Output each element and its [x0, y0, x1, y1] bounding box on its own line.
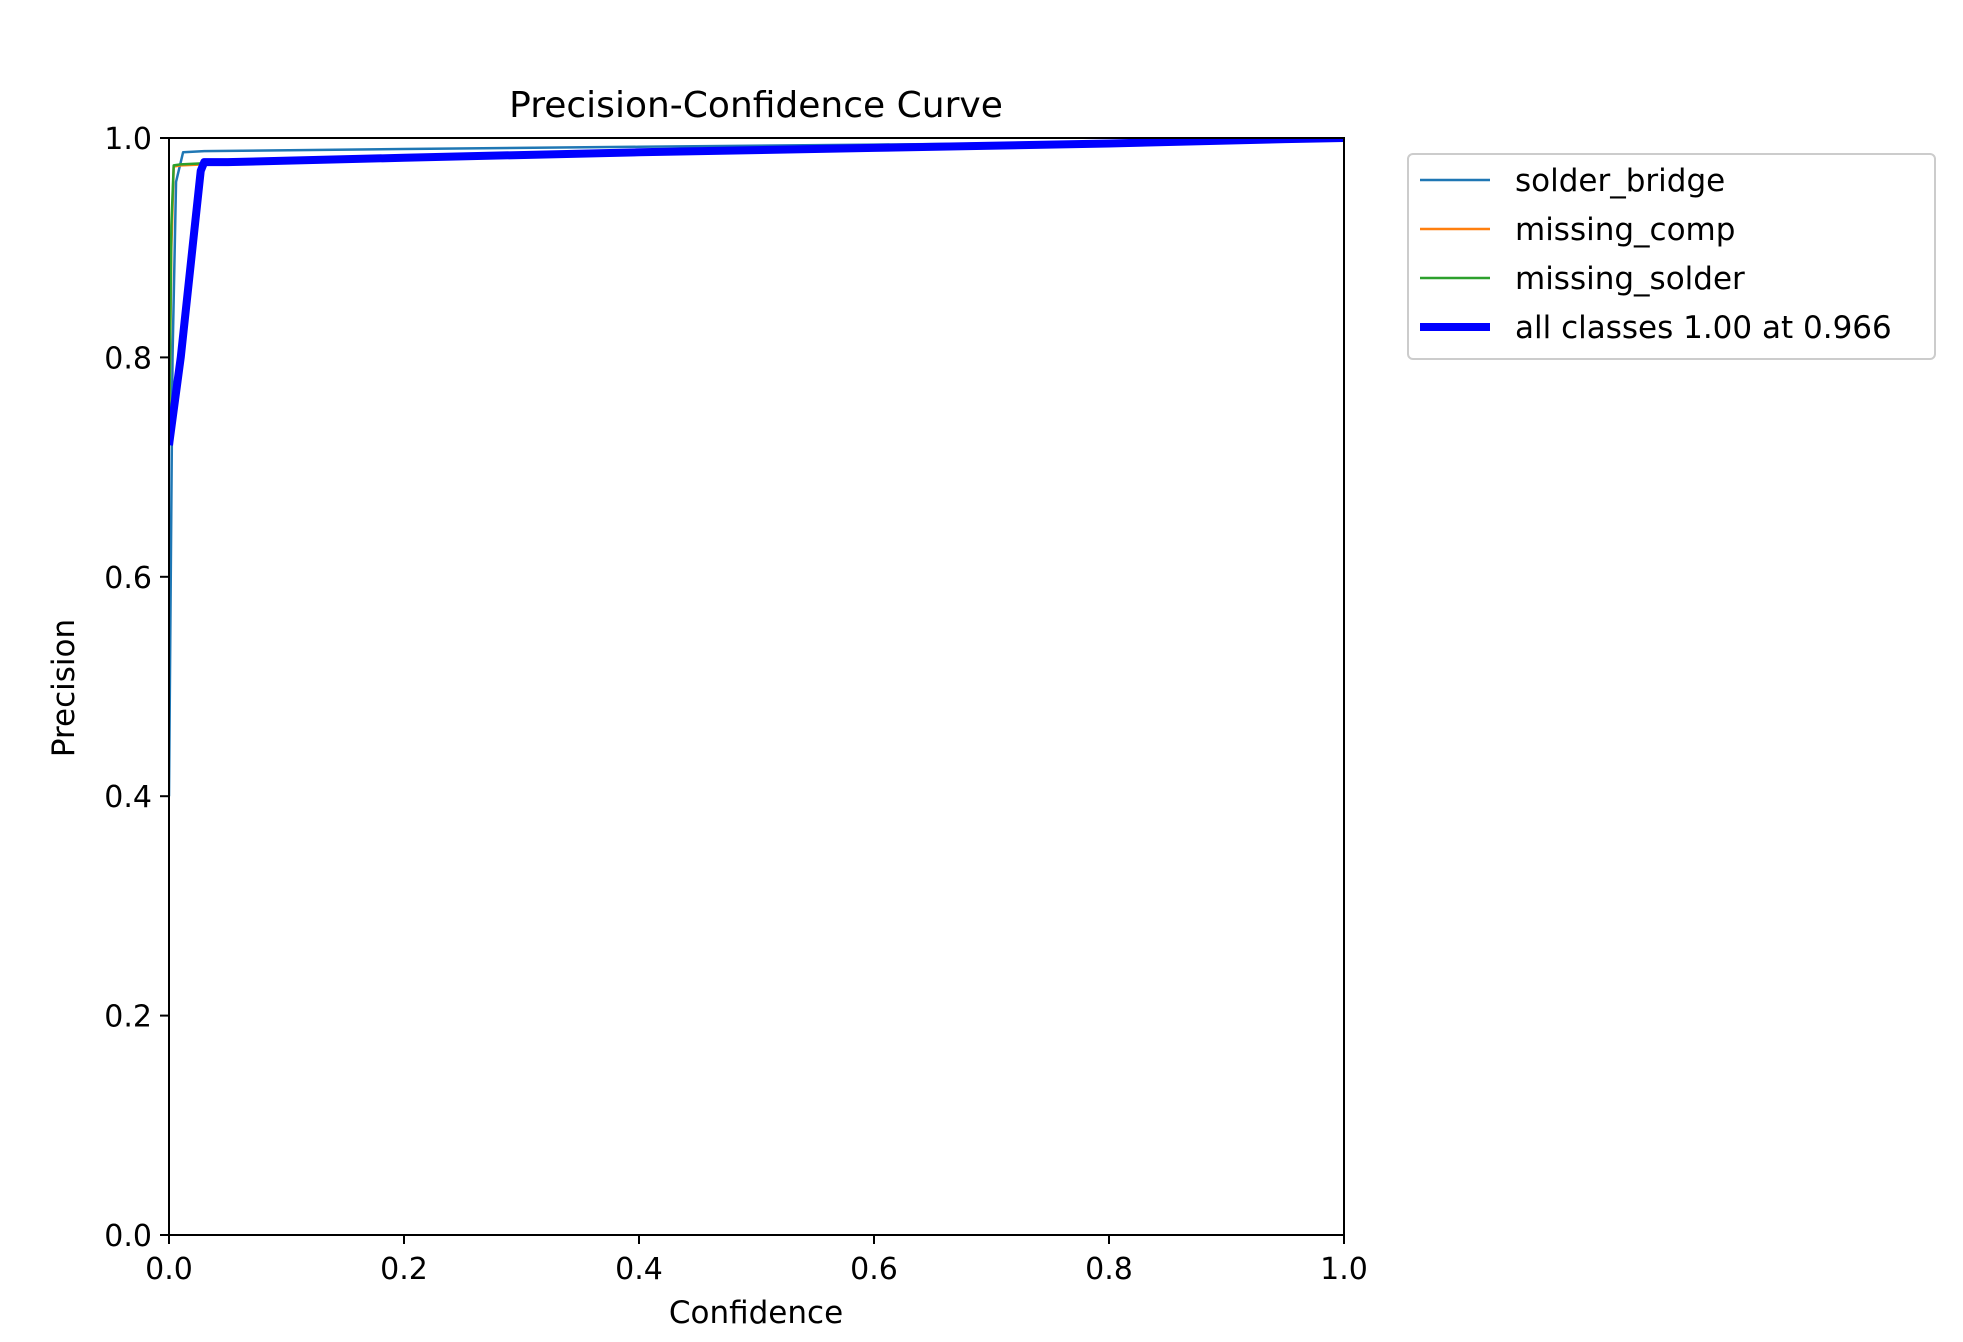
x-tick-label: 0.0: [145, 1252, 193, 1287]
legend-label: solder_bridge: [1515, 163, 1725, 199]
series-layer: [169, 138, 1344, 797]
y-axis: 0.0 0.2 0.4 0.6 0.8 1.0: [104, 122, 169, 1254]
legend-box: [1407, 153, 1936, 360]
x-tick-label: 0.8: [1085, 1252, 1133, 1287]
series-line-all: [169, 138, 1344, 446]
legend-label: all classes 1.00 at 0.966: [1515, 310, 1892, 346]
y-tick-label: 0.2: [104, 1000, 152, 1035]
x-axis: 0.0 0.2 0.4 0.6 0.8 1.0: [145, 1235, 1368, 1287]
y-tick-label: 0.8: [104, 341, 152, 376]
x-tick-label: 1.0: [1320, 1252, 1368, 1287]
plot-frame: [168, 137, 1345, 1236]
x-tick-label: 0.6: [850, 1252, 898, 1287]
y-tick-label: 1.0: [104, 122, 152, 157]
y-axis-label: Precision: [46, 619, 82, 757]
legend-label: missing_solder: [1515, 261, 1745, 297]
legend: solder_bridge missing_comp missing_soldera…: [1407, 153, 1936, 360]
y-tick-label: 0.4: [104, 780, 152, 815]
y-tick-label: 0.0: [104, 1219, 152, 1254]
x-tick-label: 0.4: [615, 1252, 663, 1287]
legend-label: missing_comp: [1515, 212, 1735, 248]
legend-items: solder_bridge missing_comp missing_soldera…: [1420, 163, 1892, 346]
x-axis-label: Confidence: [669, 1295, 843, 1331]
y-tick-label: 0.6: [104, 561, 152, 596]
plot-area: [169, 138, 1344, 1235]
x-tick-label: 0.2: [380, 1252, 428, 1287]
chart-title: Precision-Confidence Curve: [509, 85, 1003, 126]
